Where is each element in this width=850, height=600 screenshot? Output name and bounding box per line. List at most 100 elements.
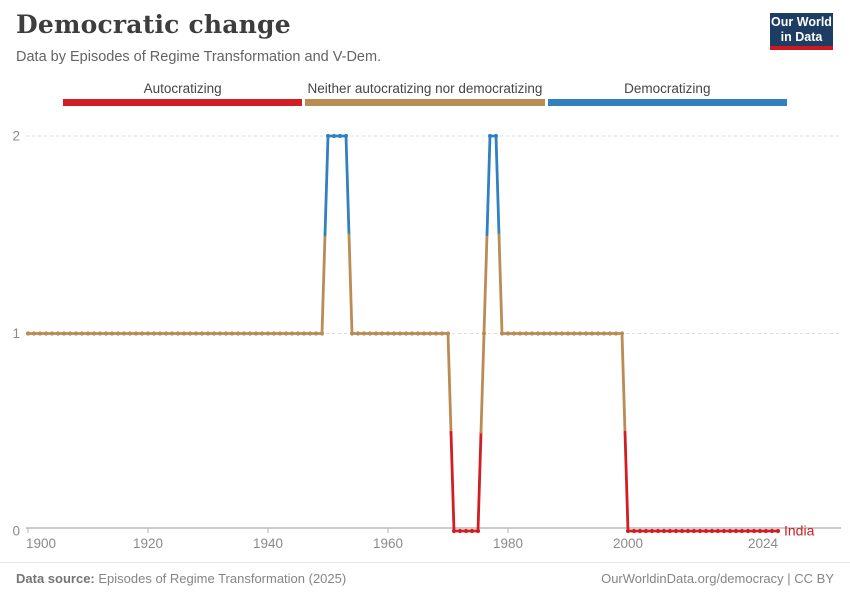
page-title: Democratic change bbox=[16, 10, 291, 39]
data-point bbox=[661, 528, 667, 534]
owid-democracy-link[interactable]: OurWorldinData.org/democracy bbox=[601, 571, 784, 586]
data-point bbox=[121, 331, 127, 336]
data-point bbox=[613, 331, 619, 336]
data-point bbox=[565, 331, 571, 336]
data-point bbox=[559, 331, 565, 336]
data-point bbox=[649, 528, 655, 534]
data-point bbox=[301, 331, 307, 336]
series-line-segment bbox=[497, 233, 504, 335]
data-point bbox=[589, 331, 595, 336]
y-tick-label: 1 bbox=[12, 326, 20, 341]
data-point bbox=[157, 331, 163, 336]
x-tick-label: 1900 bbox=[26, 536, 56, 551]
data-point bbox=[769, 528, 775, 534]
x-tick-label: 2024 bbox=[748, 536, 779, 551]
data-point bbox=[607, 331, 613, 336]
data-point bbox=[601, 331, 607, 336]
data-point bbox=[463, 528, 469, 534]
data-point bbox=[469, 528, 475, 534]
series-line-segment bbox=[494, 134, 501, 237]
data-point bbox=[355, 331, 361, 336]
legend-item-democratizing[interactable]: Democratizing bbox=[547, 81, 787, 106]
data-point bbox=[31, 331, 37, 336]
owid-logo-line2: in Data bbox=[780, 29, 823, 44]
data-point bbox=[223, 331, 229, 336]
y-tick-label: 2 bbox=[12, 129, 20, 144]
data-point bbox=[391, 331, 397, 336]
data-point bbox=[535, 331, 541, 336]
data-point bbox=[385, 331, 391, 336]
data-point bbox=[313, 331, 319, 336]
data-point bbox=[199, 331, 205, 336]
data-point bbox=[655, 528, 661, 534]
data-point bbox=[133, 331, 139, 336]
data-point bbox=[751, 528, 757, 534]
data-point bbox=[703, 528, 709, 534]
footer-credits: OurWorldinData.org/democracy | CC BY bbox=[601, 571, 834, 586]
data-point bbox=[307, 331, 313, 336]
owid-logo[interactable]: Our World in Data bbox=[770, 13, 833, 50]
data-point bbox=[217, 331, 223, 336]
data-point bbox=[205, 331, 211, 336]
data-point bbox=[553, 331, 559, 336]
chart-subtitle: Data by Episodes of Regime Transformatio… bbox=[16, 49, 382, 65]
data-point bbox=[643, 528, 649, 534]
data-point bbox=[427, 331, 433, 336]
data-point bbox=[163, 331, 169, 336]
x-tick-label: 1980 bbox=[493, 536, 523, 551]
data-point bbox=[343, 133, 349, 139]
data-point bbox=[151, 331, 157, 336]
legend-color-bar bbox=[305, 99, 545, 106]
data-point bbox=[169, 331, 175, 336]
x-tick-label: 1940 bbox=[253, 536, 283, 551]
data-point bbox=[229, 331, 235, 336]
data-point bbox=[493, 133, 499, 139]
data-point bbox=[595, 331, 601, 336]
y-tick-label: 0 bbox=[12, 524, 20, 539]
data-point bbox=[739, 528, 745, 534]
entity-label[interactable]: India bbox=[784, 523, 815, 539]
series-line-segment bbox=[620, 332, 627, 434]
data-point bbox=[577, 331, 583, 336]
data-point bbox=[445, 331, 451, 336]
data-point bbox=[691, 528, 697, 534]
legend-item-neither[interactable]: Neither autocratizing nor democratizing bbox=[305, 81, 545, 106]
data-point bbox=[541, 331, 547, 336]
data-point bbox=[727, 528, 733, 534]
data-point bbox=[211, 331, 217, 336]
data-point bbox=[757, 528, 763, 534]
data-point bbox=[685, 528, 691, 534]
data-point bbox=[247, 331, 253, 336]
series-line-segment bbox=[479, 332, 486, 434]
data-point bbox=[277, 331, 283, 336]
data-point bbox=[37, 331, 43, 336]
data-source-label: Data source: bbox=[16, 571, 95, 586]
data-point bbox=[79, 331, 85, 336]
data-point bbox=[667, 528, 673, 534]
data-point bbox=[67, 331, 73, 336]
license-label: | CC BY bbox=[783, 571, 834, 586]
data-point bbox=[673, 528, 679, 534]
data-point bbox=[193, 331, 199, 336]
data-point bbox=[421, 331, 427, 336]
legend-item-autocratizing[interactable]: Autocratizing bbox=[63, 81, 303, 106]
data-point bbox=[175, 331, 181, 336]
series-line-segment bbox=[320, 233, 327, 335]
data-point bbox=[103, 331, 109, 336]
series-line-segment bbox=[347, 233, 354, 335]
data-point bbox=[433, 331, 439, 336]
data-point bbox=[679, 528, 685, 534]
series-line-segment bbox=[623, 430, 630, 533]
data-point bbox=[637, 528, 643, 534]
data-point bbox=[367, 331, 373, 336]
data-point bbox=[505, 331, 511, 336]
data-point bbox=[721, 528, 727, 534]
data-point bbox=[337, 133, 343, 139]
data-point bbox=[451, 528, 457, 534]
data-point bbox=[109, 331, 115, 336]
series-line-segment bbox=[446, 332, 453, 434]
data-point bbox=[25, 331, 31, 336]
data-point bbox=[319, 331, 325, 336]
